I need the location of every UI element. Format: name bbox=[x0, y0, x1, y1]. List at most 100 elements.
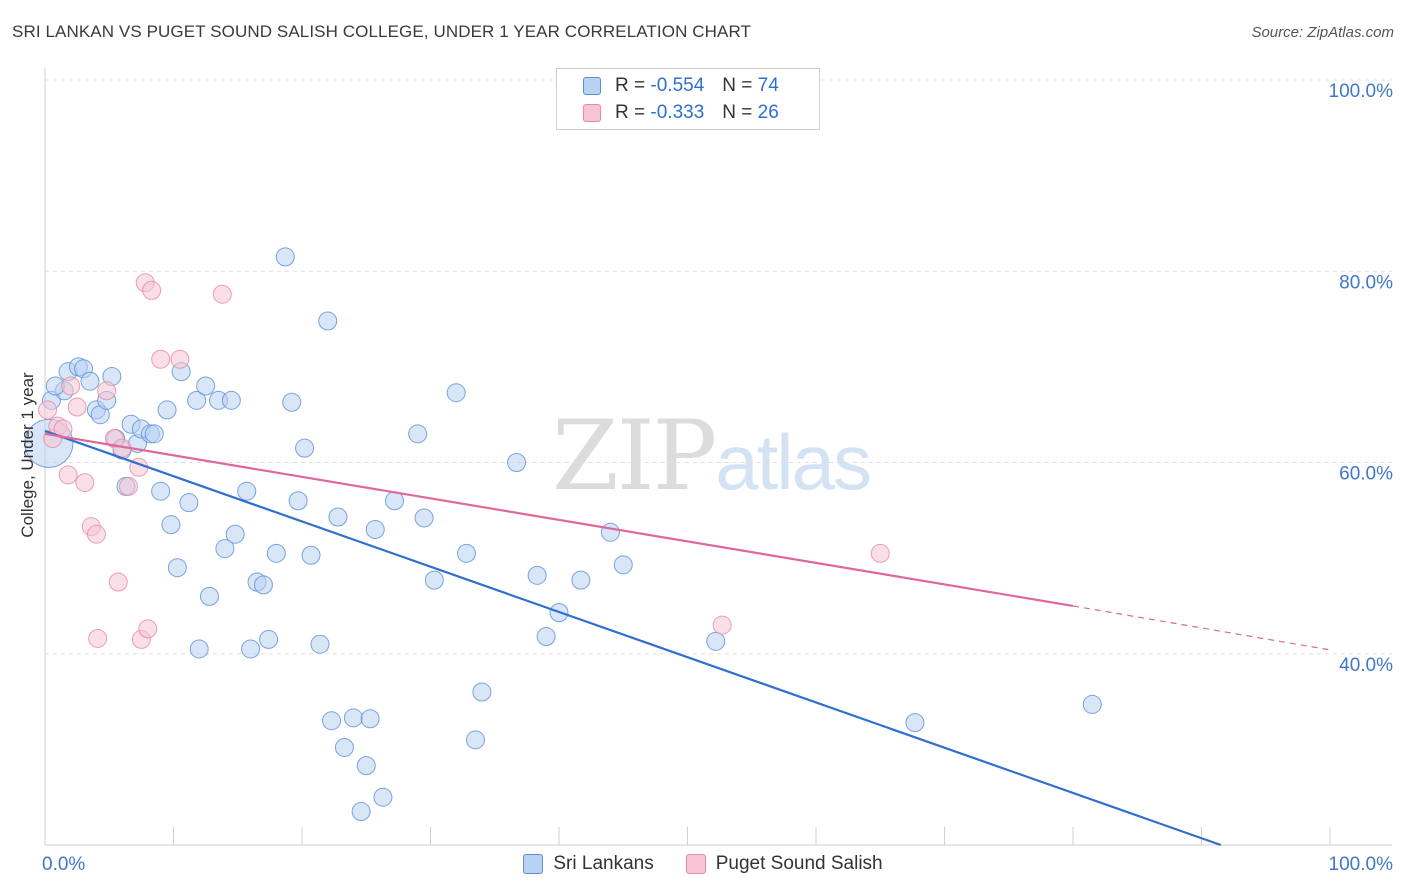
sri-lankans-point bbox=[373, 787, 393, 807]
sri-lankans-point bbox=[144, 424, 164, 444]
puget-sound-salish-point bbox=[870, 543, 890, 563]
sri-lankans-point bbox=[275, 247, 295, 267]
sri-lankans-point bbox=[351, 802, 371, 822]
sri-lankans-point bbox=[157, 400, 177, 420]
legend-n-value: 74 bbox=[757, 75, 779, 96]
sri-lankans-point bbox=[80, 371, 100, 391]
sri-lankans-point bbox=[334, 737, 354, 757]
y-tick-label: 40.0% bbox=[1339, 655, 1393, 676]
sri-lankans-point bbox=[706, 631, 726, 651]
sri-lankans-trend-line bbox=[44, 429, 1222, 847]
sri-lankans-point bbox=[1082, 694, 1102, 714]
source-label: Source: ZipAtlas.com bbox=[1251, 24, 1394, 41]
puget-sound-salish-point bbox=[97, 381, 117, 401]
sri-lankans-point bbox=[613, 555, 633, 575]
puget-sound-salish-point bbox=[138, 619, 158, 639]
puget-sound-salish-point bbox=[108, 572, 128, 592]
y-tick-label: 100.0% bbox=[1329, 81, 1394, 102]
puget-sound-salish-point bbox=[38, 400, 58, 420]
sri-lankans-point bbox=[187, 390, 207, 410]
sri-lankans-point bbox=[237, 481, 257, 501]
sri-lankans-point bbox=[905, 713, 925, 733]
sri-lankans-point bbox=[221, 390, 241, 410]
sri-lankans-point bbox=[266, 543, 286, 563]
puget-sound-salish-point bbox=[170, 349, 190, 369]
sri-lankans-point bbox=[179, 493, 199, 513]
sri-lankans-point bbox=[456, 543, 476, 563]
sri-lankans-point bbox=[360, 709, 380, 729]
legend-r-label: R = bbox=[615, 102, 646, 123]
sri-lankans-point bbox=[527, 565, 547, 585]
sri-lankans-point bbox=[465, 730, 485, 750]
sri-lankans-point bbox=[472, 682, 492, 702]
sri-lankans-point bbox=[424, 570, 444, 590]
sri-lankans-point bbox=[571, 570, 591, 590]
series-legend: Sri Lankans Puget Sound Salish bbox=[0, 852, 1406, 876]
sri-lankans-point bbox=[259, 629, 279, 649]
puget-sound-salish-point bbox=[61, 376, 81, 396]
sri-lankans-point bbox=[215, 539, 235, 559]
tick-labels: 100.0% 80.0% 60.0% 40.0% 0.0% 100.0% bbox=[42, 81, 1393, 875]
y-tick-label: 60.0% bbox=[1339, 464, 1393, 485]
puget-sound-salish-point bbox=[75, 473, 95, 493]
sri-lankans-point bbox=[161, 515, 181, 535]
sri-lankans-point bbox=[301, 545, 321, 565]
puget-sound-salish-point bbox=[119, 476, 139, 496]
sri-lankans-point bbox=[343, 708, 363, 728]
watermark-zip: ZIP bbox=[552, 400, 717, 512]
sri-lankans-point bbox=[356, 756, 376, 776]
puget-sound-salish-point bbox=[142, 280, 162, 300]
legend-n-value: 26 bbox=[757, 102, 779, 123]
chart-title: SRI LANKAN VS PUGET SOUND SALISH COLLEGE… bbox=[12, 22, 752, 41]
sri-lankans-point bbox=[189, 639, 209, 659]
puget-sound-salish-point bbox=[86, 524, 106, 544]
sri-lankans-point bbox=[600, 522, 620, 542]
sri-lankans-point bbox=[446, 383, 466, 403]
sri-lankans-point bbox=[253, 575, 273, 595]
legend: R = -0.554 N = 74 R = -0.333 N = 26 bbox=[556, 68, 820, 130]
sri-lankans-point bbox=[328, 507, 348, 527]
data-points bbox=[24, 247, 1102, 822]
legend-r-value: -0.554 bbox=[650, 75, 705, 96]
series-swatch-pink bbox=[685, 854, 706, 874]
grid-lines bbox=[45, 79, 1392, 655]
legend-row-puget-sound-salish: R = -0.333 N = 26 bbox=[583, 100, 779, 126]
sri-lankans-point bbox=[318, 311, 338, 331]
sri-lankans-point bbox=[241, 639, 261, 659]
sri-lankans-point bbox=[196, 376, 216, 396]
sri-lankans-point bbox=[310, 634, 330, 654]
trend-lines bbox=[44, 429, 1331, 847]
sri-lankans-point bbox=[199, 586, 219, 606]
sri-lankans-point bbox=[507, 453, 527, 472]
x-tick-label: 0.0% bbox=[42, 854, 85, 875]
puget-sound-salish-point bbox=[212, 284, 232, 304]
series-name: Puget Sound Salish bbox=[715, 853, 883, 874]
legend-r-label: R = bbox=[615, 75, 646, 96]
legend-n-label: N = bbox=[722, 102, 753, 123]
series-legend-puget-sound-salish: Puget Sound Salish bbox=[685, 853, 883, 875]
sri-lankans-point bbox=[282, 392, 302, 412]
y-axis-label: College, Under 1 year bbox=[18, 372, 37, 538]
puget-sound-salish-point bbox=[151, 349, 171, 369]
puget-sound-salish-point bbox=[67, 397, 87, 417]
y-tick-label: 80.0% bbox=[1339, 272, 1393, 293]
sri-lankans-point bbox=[167, 558, 187, 578]
series-swatch-blue bbox=[523, 854, 544, 874]
puget-sound-salish-point bbox=[58, 465, 78, 485]
series-name: Sri Lankans bbox=[553, 853, 654, 874]
puget-sound-salish-point bbox=[88, 628, 108, 648]
sri-lankans-point bbox=[295, 438, 315, 458]
legend-swatch-pink bbox=[583, 104, 601, 122]
legend-swatch-blue bbox=[583, 77, 601, 95]
sri-lankans-point bbox=[225, 524, 245, 544]
sri-lankans-point bbox=[536, 627, 556, 647]
puget-sound-salish-trend-line bbox=[44, 432, 1074, 608]
puget-sound-salish-trend-extension bbox=[1072, 605, 1331, 651]
series-legend-sri-lankans: Sri Lankans bbox=[523, 853, 654, 875]
sri-lankans-point bbox=[414, 508, 434, 528]
puget-sound-salish-point bbox=[712, 615, 732, 635]
sri-lankans-point bbox=[322, 711, 342, 731]
legend-row-sri-lankans: R = -0.554 N = 74 bbox=[583, 73, 779, 99]
axes bbox=[44, 68, 1392, 846]
